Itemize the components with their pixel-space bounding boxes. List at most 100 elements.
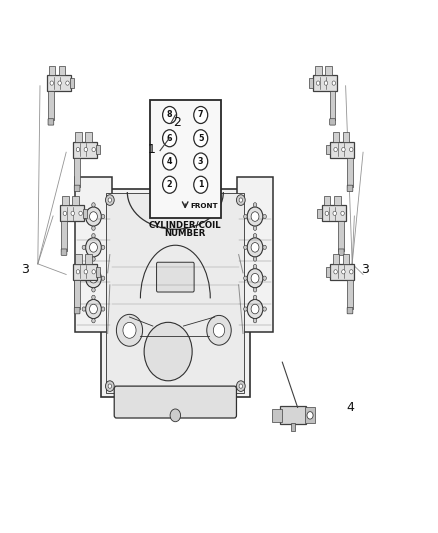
Bar [61, 221, 67, 251]
Circle shape [82, 214, 85, 219]
Circle shape [316, 81, 320, 85]
Circle shape [324, 81, 328, 85]
Circle shape [89, 212, 97, 221]
Circle shape [342, 270, 345, 274]
Bar [332, 132, 339, 142]
Bar [315, 66, 322, 75]
Circle shape [82, 245, 85, 249]
Circle shape [106, 381, 114, 391]
Circle shape [82, 276, 85, 280]
Circle shape [162, 130, 177, 147]
Circle shape [144, 322, 192, 381]
Bar [317, 208, 321, 218]
Bar [326, 145, 330, 155]
FancyBboxPatch shape [280, 406, 306, 424]
Circle shape [108, 198, 112, 202]
Bar [313, 75, 337, 91]
Circle shape [263, 276, 266, 280]
Circle shape [244, 307, 247, 311]
Circle shape [263, 307, 266, 311]
Bar [60, 205, 84, 221]
Circle shape [92, 203, 95, 207]
Circle shape [251, 273, 259, 283]
Bar [85, 132, 92, 142]
Circle shape [253, 203, 257, 207]
Bar [339, 221, 344, 251]
Bar [330, 264, 354, 280]
Bar [70, 78, 74, 88]
Circle shape [162, 176, 177, 193]
Circle shape [123, 322, 136, 338]
Circle shape [253, 288, 257, 292]
Text: CYLINDER/COIL: CYLINDER/COIL [149, 220, 222, 229]
FancyBboxPatch shape [74, 308, 80, 314]
Circle shape [92, 295, 95, 300]
Circle shape [342, 148, 345, 152]
Circle shape [239, 198, 243, 202]
FancyBboxPatch shape [305, 407, 315, 423]
FancyBboxPatch shape [106, 193, 244, 393]
Circle shape [194, 130, 208, 147]
Circle shape [253, 319, 257, 323]
Bar [73, 264, 97, 280]
Circle shape [237, 195, 245, 205]
Circle shape [71, 211, 74, 215]
FancyBboxPatch shape [114, 386, 237, 418]
Text: 3: 3 [361, 263, 369, 276]
Bar [46, 75, 71, 91]
FancyBboxPatch shape [347, 308, 353, 314]
Circle shape [89, 273, 97, 283]
Circle shape [207, 316, 231, 345]
FancyBboxPatch shape [172, 107, 178, 126]
Circle shape [92, 233, 95, 238]
Circle shape [334, 270, 337, 274]
Text: 1: 1 [148, 143, 155, 156]
Text: 4: 4 [346, 401, 354, 414]
Circle shape [160, 342, 176, 361]
Circle shape [117, 314, 143, 346]
Circle shape [253, 226, 257, 230]
Bar [62, 196, 68, 205]
Circle shape [84, 270, 88, 274]
Bar [96, 145, 100, 155]
Circle shape [239, 384, 243, 388]
Circle shape [194, 153, 208, 170]
Circle shape [247, 207, 263, 226]
Bar [308, 78, 313, 88]
Circle shape [263, 245, 266, 249]
Bar [48, 91, 54, 120]
Bar [330, 91, 336, 120]
Circle shape [85, 300, 101, 319]
Bar [332, 254, 339, 264]
Text: FRONT: FRONT [191, 204, 218, 209]
Circle shape [162, 153, 177, 170]
FancyBboxPatch shape [150, 100, 221, 218]
Bar [343, 132, 349, 142]
Bar [321, 205, 346, 221]
FancyBboxPatch shape [74, 185, 80, 191]
Bar [172, 136, 178, 152]
Bar [325, 66, 332, 75]
Circle shape [92, 264, 95, 269]
FancyBboxPatch shape [156, 262, 194, 292]
Circle shape [76, 148, 80, 152]
Bar [73, 142, 97, 158]
Bar [347, 280, 353, 309]
Circle shape [63, 211, 67, 215]
Circle shape [213, 324, 225, 337]
Circle shape [58, 81, 61, 85]
Text: 3: 3 [21, 263, 28, 276]
Bar [96, 267, 100, 277]
Text: 4: 4 [167, 157, 172, 166]
Circle shape [237, 381, 245, 391]
Bar [334, 196, 340, 205]
Text: 8: 8 [167, 110, 173, 119]
Text: 2: 2 [167, 180, 173, 189]
Circle shape [341, 211, 344, 215]
Bar [59, 66, 65, 75]
Bar [72, 196, 78, 205]
Circle shape [253, 264, 257, 269]
Circle shape [251, 212, 259, 221]
Circle shape [76, 270, 80, 274]
FancyBboxPatch shape [237, 176, 273, 333]
